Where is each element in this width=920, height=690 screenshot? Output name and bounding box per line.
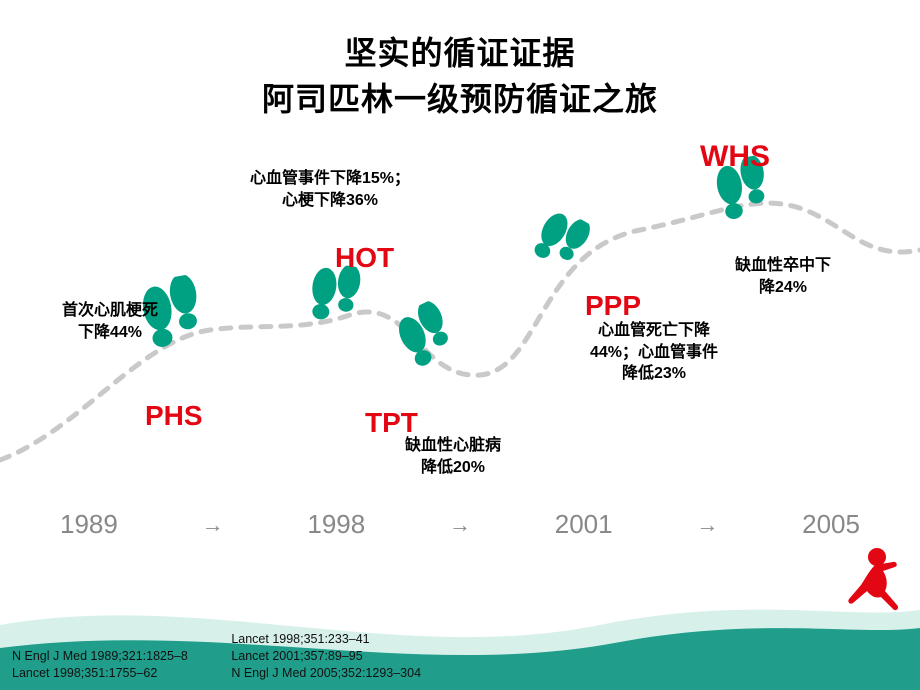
footprint-hot xyxy=(305,264,365,346)
trial-result-phs: 首次心肌梗死下降44% xyxy=(20,300,200,343)
footer-references: N Engl J Med 1989;321:1825–8Lancet 1998;… xyxy=(12,631,421,682)
title-line-2: 阿司匹林一级预防循证之旅 xyxy=(0,74,920,120)
trial-label-ppp: PPP xyxy=(585,290,641,322)
timeline-arrow-icon: → xyxy=(696,512,718,538)
timeline-year: 2001 xyxy=(555,509,613,540)
trial-label-whs: WHS xyxy=(700,140,770,174)
refs-column-2: Lancet 1998;351:233–41Lancet 2001;357:89… xyxy=(231,631,421,682)
refs-column-1: N Engl J Med 1989;321:1825–8Lancet 1998;… xyxy=(12,648,188,682)
trial-result-whs: 缺血性卒中下降24% xyxy=(693,255,873,298)
title-line-1: 坚实的循证证据 xyxy=(0,28,920,74)
trial-result-hot: 心血管事件下降15%；心梗下降36% xyxy=(240,168,420,211)
trial-result-ppp: 心血管死亡下降44%；心血管事件降低23% xyxy=(564,320,744,385)
reference-line: Lancet 1998;351:233–41 xyxy=(231,631,421,648)
footprint-ppp xyxy=(530,212,586,289)
reference-line: N Engl J Med 1989;321:1825–8 xyxy=(12,648,188,665)
timeline-arrow-icon: → xyxy=(449,512,471,538)
slide-title: 坚实的循证证据 阿司匹林一级预防循证之旅 xyxy=(0,28,920,120)
timeline-arrow-icon: → xyxy=(202,512,224,538)
timeline: 1989 → 1998 → 2001 → 2005 xyxy=(60,509,860,540)
timeline-year: 1998 xyxy=(307,509,365,540)
reference-line: Lancet 1998;351:1755–62 xyxy=(12,665,188,682)
reference-line: Lancet 2001;357:89–95 xyxy=(231,648,421,665)
runner-icon xyxy=(835,545,905,625)
reference-line: N Engl J Med 2005;352:1293–304 xyxy=(231,665,421,682)
footprint-tpt xyxy=(400,304,460,386)
trial-label-hot: HOT xyxy=(335,242,394,274)
slide-root: 坚实的循证证据 阿司匹林一级预防循证之旅 PHS 首次心肌梗死下降44% HOT 心… xyxy=(0,0,920,690)
trial-result-tpt: 缺血性心脏病降低20% xyxy=(363,435,543,478)
trial-label-phs: PHS xyxy=(145,400,203,432)
timeline-year: 2005 xyxy=(802,509,860,540)
timeline-year: 1989 xyxy=(60,509,118,540)
journey-diagram: PHS首次心肌梗死下降44% HOT心血管事件下降15%；心梗下降36% TPT… xyxy=(0,130,920,540)
